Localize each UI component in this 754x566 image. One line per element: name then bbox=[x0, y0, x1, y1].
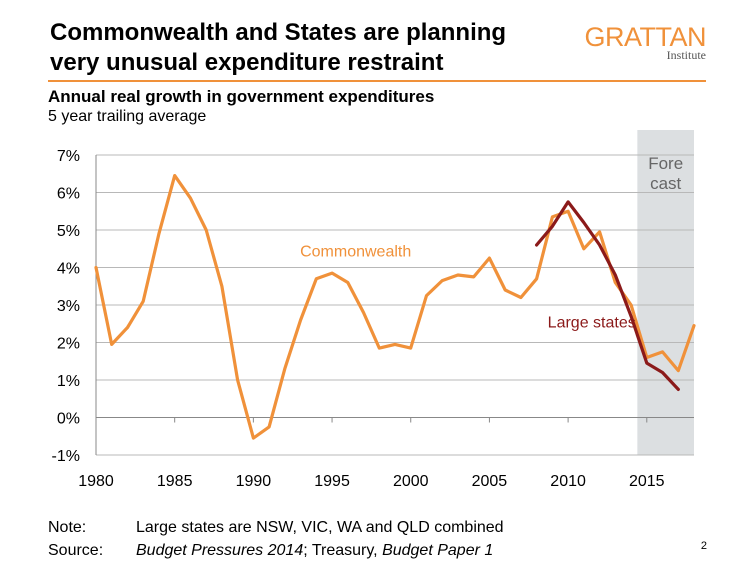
note-text: Large states are NSW, VIC, WA and QLD co… bbox=[136, 519, 504, 536]
source-treasury: ; Treasury, bbox=[303, 542, 383, 559]
x-tick-label: 2010 bbox=[550, 473, 586, 490]
title-line-1: Commonwealth and States are planning bbox=[50, 19, 507, 46]
title-divider bbox=[48, 80, 706, 82]
x-tick-label: 2015 bbox=[629, 473, 665, 490]
y-tick-label: 1% bbox=[57, 373, 80, 390]
chart-subsubtitle: 5 year trailing average bbox=[48, 108, 207, 125]
y-tick-label: -1% bbox=[52, 448, 80, 465]
x-tick-label: 2005 bbox=[472, 473, 508, 490]
source-budget-paper: Budget Paper 1 bbox=[382, 542, 494, 559]
x-tick-label: 1990 bbox=[236, 473, 272, 490]
x-tick-label: 1980 bbox=[78, 473, 114, 490]
y-tick-label: 4% bbox=[57, 261, 80, 278]
source-text: Budget Pressures 2014; Treasury, Budget … bbox=[136, 539, 493, 562]
y-tick-label: 3% bbox=[57, 298, 80, 315]
note-label: Note: bbox=[48, 519, 87, 536]
forecast-band bbox=[637, 130, 694, 455]
title-line-2: very unusual expenditure restraint bbox=[50, 49, 444, 76]
series-annotation: Large states bbox=[548, 315, 636, 332]
series-line-commonwealth bbox=[94, 174, 696, 440]
x-tick-label: 1995 bbox=[314, 473, 350, 490]
y-tick-label: 6% bbox=[57, 186, 80, 203]
forecast-label-line-2: cast bbox=[650, 174, 681, 193]
series-line-large-states bbox=[534, 200, 680, 391]
forecast-label-line-1: Fore bbox=[648, 154, 683, 173]
source-budget-pressures: Budget Pressures 2014 bbox=[136, 542, 304, 559]
note-row: Note: Large states are NSW, VIC, WA and … bbox=[48, 516, 504, 539]
chart-subtitle: Annual real growth in government expendi… bbox=[48, 87, 435, 106]
y-tick-label: 7% bbox=[57, 148, 80, 165]
page-number: 2 bbox=[700, 540, 707, 552]
y-tick-label: 5% bbox=[57, 223, 80, 240]
source-row: Source: Budget Pressures 2014; Treasury,… bbox=[48, 539, 504, 562]
logo-sub-text: Institute bbox=[666, 48, 706, 62]
y-tick-label: 2% bbox=[57, 336, 80, 353]
logo-main-text: GRATTAN bbox=[584, 22, 707, 52]
y-tick-label: 0% bbox=[57, 411, 80, 428]
chart-notes: Note: Large states are NSW, VIC, WA and … bbox=[48, 516, 504, 562]
series-annotation: Commonwealth bbox=[300, 243, 411, 260]
chart-title: Commonwealth and States are planning ver… bbox=[50, 18, 590, 78]
x-tick-label: 2000 bbox=[393, 473, 429, 490]
source-label: Source: bbox=[48, 542, 104, 559]
x-tick-label: 1985 bbox=[157, 473, 193, 490]
grattan-logo: GRATTAN Institute bbox=[585, 22, 707, 63]
